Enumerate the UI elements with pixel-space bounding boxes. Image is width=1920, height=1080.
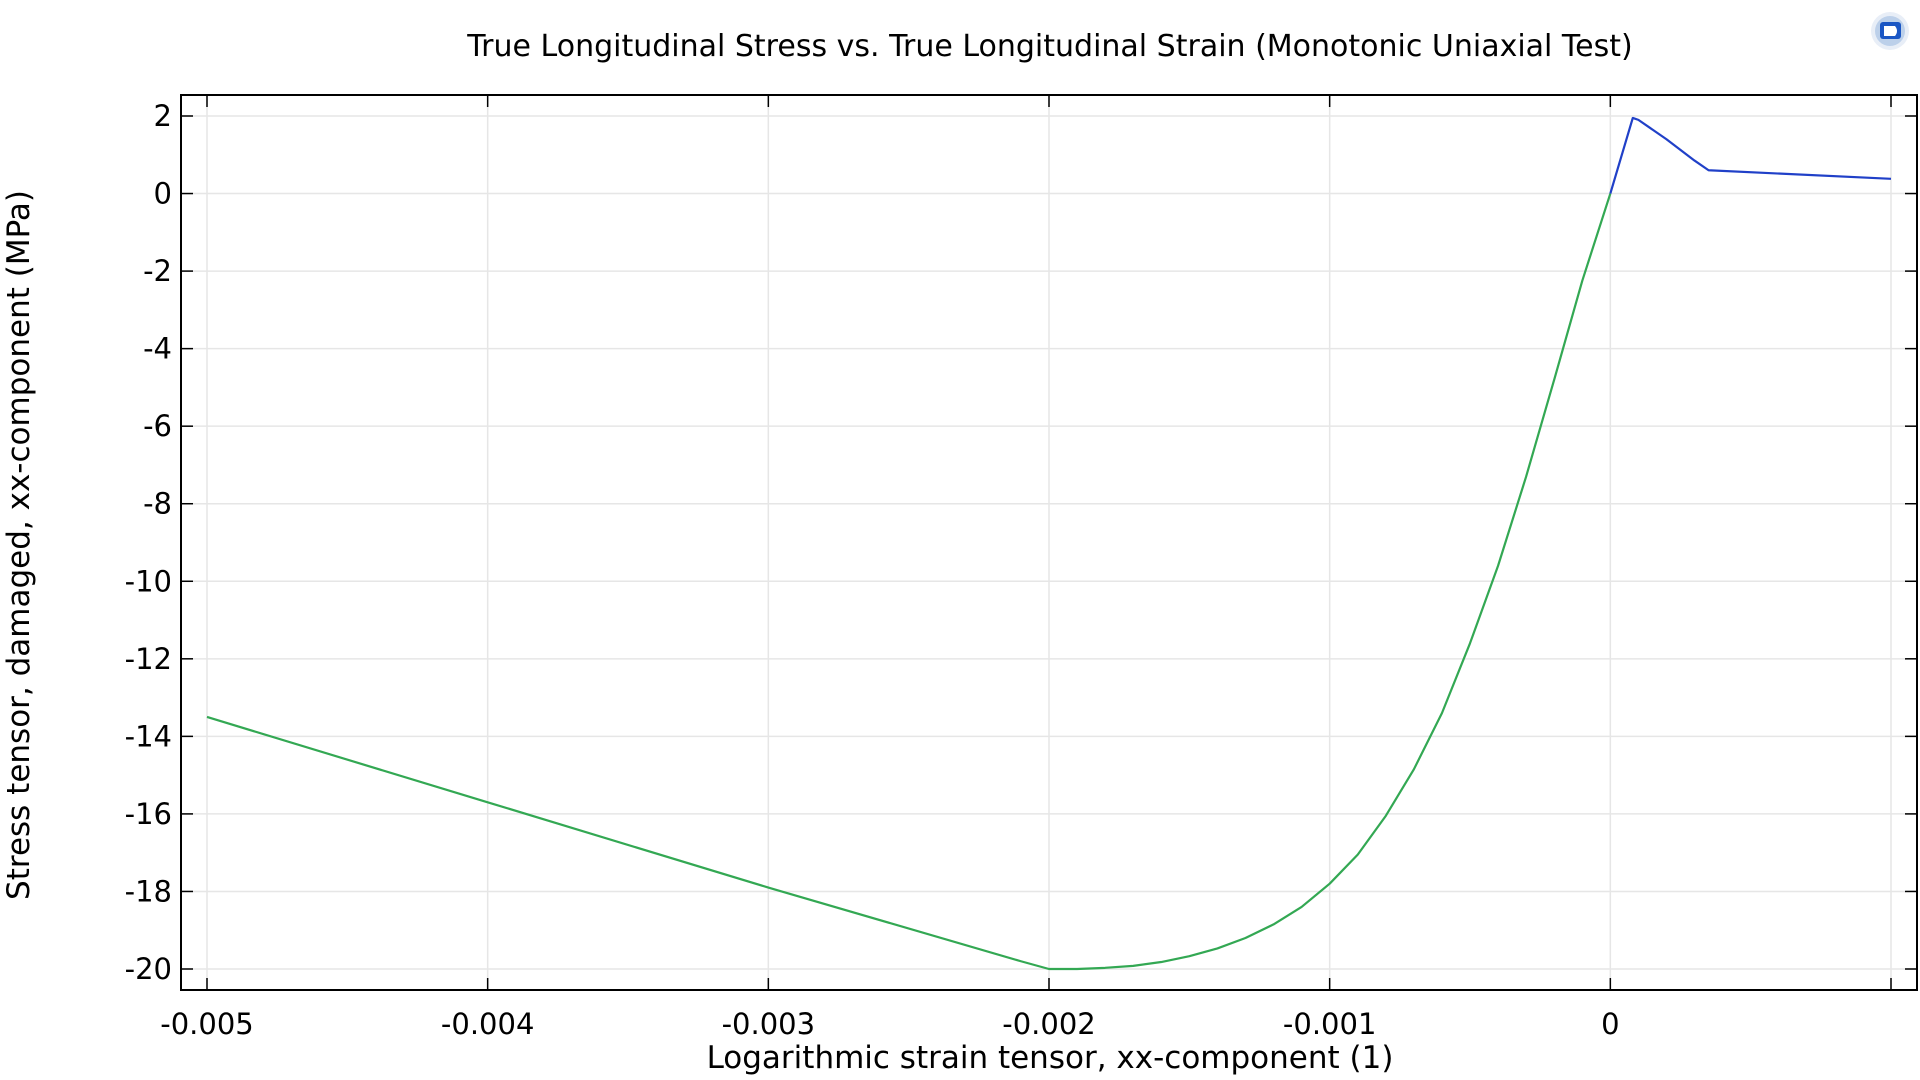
y-tick-label: -12: [125, 642, 172, 676]
series-line-1: [206, 193, 1612, 971]
series-line-2: [1609, 116, 1892, 194]
y-tick-label: -6: [143, 409, 172, 443]
y-tick-label: 0: [154, 177, 172, 211]
y-tick-label: -14: [125, 719, 172, 753]
y-tick-label: -8: [143, 487, 172, 521]
y-tick-label: -2: [143, 254, 172, 288]
y-tick-label: -16: [125, 797, 172, 831]
y-tick-label: -10: [125, 564, 172, 598]
y-tick-label: -4: [143, 332, 172, 366]
x-tick-label: 0: [1601, 1007, 1619, 1041]
data-series: [206, 116, 1892, 971]
x-tick-label: -0.002: [1002, 1007, 1096, 1041]
x-tick-label: -0.005: [160, 1007, 254, 1041]
chart-title: True Longitudinal Stress vs. True Longit…: [466, 29, 1632, 64]
comsol-logo-icon[interactable]: [1871, 12, 1909, 50]
axis-ticks: -0.005 -0.004 -0.003 -0.002 -0.001 0 2 0 -2 -4 -6 -…: [125, 95, 1917, 1041]
x-tick-label: -0.003: [722, 1007, 816, 1041]
grid: [181, 95, 1917, 990]
x-tick-label: -0.004: [441, 1007, 535, 1041]
y-tick-label: -18: [125, 874, 172, 908]
x-axis-label: Logarithmic strain tensor, xx-component …: [707, 1040, 1394, 1076]
y-tick-label: -20: [125, 952, 172, 986]
x-tick-label: -0.001: [1283, 1007, 1377, 1041]
y-tick-label: 2: [154, 99, 172, 133]
y-axis-label: Stress tensor, damaged, xx-component (MP…: [1, 190, 37, 900]
